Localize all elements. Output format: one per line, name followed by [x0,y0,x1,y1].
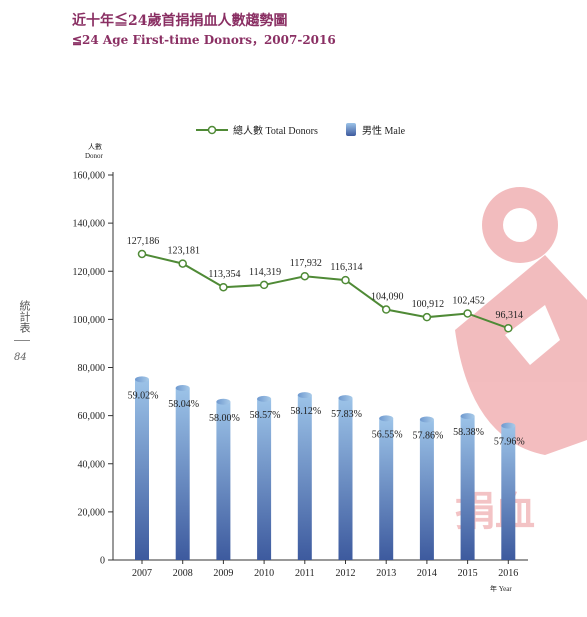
bar-male [135,379,149,560]
line-value-label: 123,181 [167,246,200,257]
line-value-label: 114,319 [249,267,281,278]
chart-title-en: ≦24 Age First-time Donors，2007-2016 [72,33,336,47]
bar-cap [338,395,353,402]
x-tick-label: 2011 [295,568,315,579]
side-section-label: 統計表 [18,300,31,333]
x-tick-label: 2015 [458,568,478,579]
line-value-label: 102,452 [452,295,485,306]
bar-male [257,398,272,560]
line-point [463,309,472,318]
bar-male [419,419,434,560]
y-tick-label: 80,000 [78,363,106,374]
bar-cap [135,376,149,383]
chart-title-zh: 近十年≦24歲首捐捐血人數趨勢圖 [72,13,288,29]
bar-male [379,418,394,560]
y-tick-label: 40,000 [78,459,106,470]
x-tick-label: 2012 [336,568,356,579]
y-tick-label: 120,000 [73,267,106,278]
line-value-label: 96,314 [496,310,524,321]
line-total [141,252,509,330]
line-value-label: 117,932 [290,258,322,269]
x-tick-label: 2013 [376,568,396,579]
line-point [259,280,269,290]
y-tick-label: 60,000 [78,411,106,422]
bar-pct-label: 58.12% [290,406,321,417]
line-value-label: 104,090 [371,292,404,303]
line-value-label: 113,354 [208,269,240,280]
side-divider [14,340,30,341]
y-axis-label-zh: 人數 [88,142,102,151]
x-tick-label: 2014 [417,568,437,579]
bar-cap [460,413,475,420]
bar-pct-label: 56.55% [372,429,403,440]
bar-pct-label: 58.00% [209,413,240,424]
bar-cap [257,395,272,402]
line-value-label: 116,314 [330,262,362,273]
bar-male [216,401,231,560]
line-point [137,249,147,259]
bar-pct-label: 59.02% [128,390,159,401]
bar-male [297,395,312,560]
legend-bar-swatch [346,123,356,136]
y-tick-label: 160,000 [73,171,106,182]
bar-pct-label: 58.04% [168,399,199,410]
legend-male: 男性 Male [362,124,406,137]
legend: 總人數 Total Donors 男性 Male [196,123,406,137]
line-value-label: 127,186 [127,236,160,247]
line-value-label: 100,912 [412,299,445,310]
line-point [381,305,391,314]
x-tick-label: 2009 [213,568,233,579]
x-tick-label: 2010 [254,568,274,579]
y-tick-label: 140,000 [73,219,106,230]
bar-male [460,416,475,560]
legend-total: 總人數 Total Donors [233,124,318,137]
bar-pct-label: 57.83% [331,409,362,420]
y-axis-label-en: Donor [85,152,104,160]
bar-cap [216,398,231,405]
line-point [341,275,350,285]
bar-cap [175,384,190,391]
y-tick-label: 100,000 [73,315,106,326]
page-number: 84 [14,352,27,363]
watermark-logo [455,187,587,455]
line-point [178,259,187,268]
bar-cap [379,415,394,422]
bar-pct-label: 58.57% [250,410,281,421]
legend-line-marker [207,125,217,135]
bar-cap [297,392,312,399]
bar-cap [419,416,434,423]
x-tick-label: 2008 [173,568,193,579]
y-tick-label: 20,000 [78,507,106,518]
bar-pct-label: 57.86% [412,431,443,442]
bar-pct-label: 58.38% [453,427,484,438]
bar-male [338,398,353,560]
line-point [504,323,513,333]
bar-male [501,425,516,560]
line-point [300,271,310,281]
bar-pct-label: 57.96% [494,437,525,448]
x-tick-label: 2007 [132,568,152,579]
x-axis-label: 年 Year [490,584,512,593]
y-tick-label: 0 [100,556,105,567]
line-point [422,312,432,322]
line-point [219,282,228,292]
bar-male [175,387,190,560]
x-tick-label: 2016 [498,568,518,579]
bar-cap [501,422,516,429]
